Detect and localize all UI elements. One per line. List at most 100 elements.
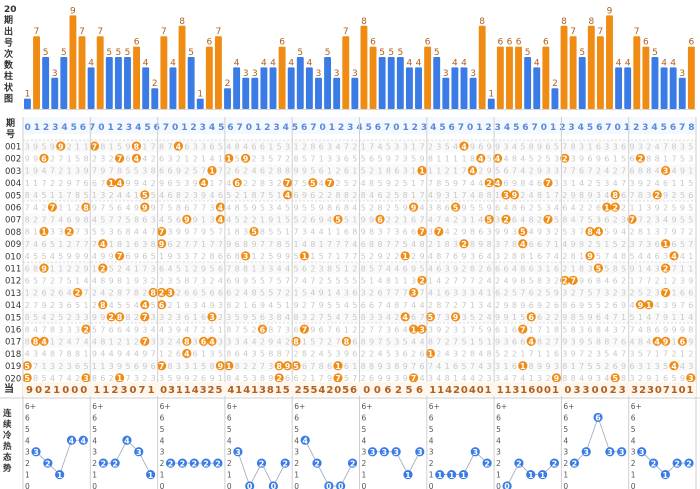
miss-digit: 5: [596, 252, 601, 261]
miss-digit: 9: [268, 338, 273, 347]
miss-digit: 9: [571, 350, 576, 359]
miss-digit: 7: [663, 350, 668, 359]
miss-digit: 9: [537, 362, 542, 371]
hit-marker: [333, 361, 343, 371]
hit-marker: [73, 287, 83, 298]
bar-label: 4: [661, 58, 667, 68]
miss-digit: 5: [243, 203, 248, 212]
miss-digit: 1: [613, 155, 618, 164]
hit-marker: [417, 275, 427, 285]
hit-marker: [325, 178, 335, 188]
miss-digit: 1: [470, 338, 475, 347]
miss-digit: 8: [571, 374, 576, 383]
hit-marker-digit: 7: [419, 228, 425, 237]
miss-digit: 4: [58, 216, 63, 225]
miss-digit: 9: [503, 228, 508, 237]
hit-marker-digit: 6: [680, 338, 686, 347]
miss-digit: 9: [327, 374, 332, 383]
miss-digit: 7: [335, 240, 340, 249]
hit-marker: [425, 312, 435, 322]
miss-digit: 3: [394, 228, 399, 237]
miss-digit: 1: [218, 155, 223, 164]
trend-y-tick: 0: [294, 482, 299, 489]
miss-digit: 8: [209, 252, 214, 261]
hit-marker-digit: 7: [629, 216, 635, 225]
trend-point-label: 2: [168, 459, 174, 468]
miss-digit: 4: [613, 179, 618, 188]
current-digit: 5: [215, 385, 222, 396]
period-digit: 1: [402, 123, 408, 133]
miss-digit: 4: [361, 179, 366, 188]
miss-digit: 7: [671, 264, 676, 273]
miss-digit: 9: [377, 362, 382, 371]
miss-digit: 3: [445, 191, 450, 200]
bar: [424, 46, 432, 109]
trend-y-tick: 2: [92, 459, 97, 468]
hit-marker: [56, 141, 66, 151]
miss-digit: 1: [403, 216, 408, 225]
miss-digit: 6: [117, 325, 122, 334]
period-digit: 5: [587, 123, 593, 133]
miss-digit: 4: [655, 167, 660, 176]
bar-label: 3: [352, 69, 358, 79]
miss-digit: 8: [369, 362, 374, 371]
hit-marker: [299, 324, 309, 334]
trend-point: [31, 447, 41, 457]
miss-digit: 7: [461, 179, 466, 188]
bar: [233, 67, 241, 109]
current-digit: 1: [687, 385, 694, 396]
miss-digit: 5: [512, 289, 517, 298]
hit-marker: [140, 300, 150, 310]
miss-digit: 6: [604, 216, 609, 225]
miss-digit: 5: [680, 191, 685, 200]
miss-digit: 7: [386, 228, 391, 237]
miss-digit: 3: [142, 325, 147, 334]
miss-digit: 5: [310, 338, 315, 347]
hit-marker: [661, 239, 671, 249]
trend-y-tick: 6: [160, 413, 165, 422]
miss-digit: 7: [167, 142, 172, 151]
miss-digit: 1: [75, 277, 80, 286]
miss-digit: 4: [92, 252, 97, 261]
miss-digit: 8: [75, 350, 80, 359]
miss-digit: 7: [512, 167, 517, 176]
current-digit: 0: [601, 385, 608, 396]
miss-digit: 5: [41, 374, 46, 383]
miss-digit: 6: [319, 167, 324, 176]
bar-label: 4: [143, 58, 149, 68]
miss-digit: 8: [125, 228, 130, 237]
miss-digit: 7: [58, 350, 63, 359]
miss-digit: 4: [478, 179, 483, 188]
miss-digit: 8: [268, 350, 273, 359]
miss-digit: 2: [335, 179, 340, 188]
miss-digit: 9: [369, 216, 374, 225]
miss-digit: 5: [596, 301, 601, 310]
miss-digit: 2: [25, 301, 30, 310]
miss-digit: 7: [386, 289, 391, 298]
miss-digit: 4: [369, 191, 374, 200]
miss-digit: 4: [335, 313, 340, 322]
miss-digit: 8: [571, 313, 576, 322]
miss-digit: 2: [67, 264, 72, 273]
miss-digit: 2: [193, 155, 198, 164]
miss-digit: 4: [428, 264, 433, 273]
miss-digit: 9: [361, 216, 366, 225]
trend-y-tick: 1: [160, 471, 165, 480]
miss-digit: 7: [218, 228, 223, 237]
hit-marker: [224, 361, 234, 371]
miss-digit: 8: [226, 301, 231, 310]
side-label-char: 次: [4, 48, 13, 60]
row-number: 013: [5, 289, 21, 299]
miss-digit: 5: [680, 155, 685, 164]
hit-marker-digit: 4: [218, 216, 224, 225]
miss-digit: 7: [100, 179, 105, 188]
hit-marker-digit: 8: [612, 191, 618, 200]
hit-marker: [39, 226, 49, 237]
miss-digit: 3: [587, 264, 592, 273]
miss-digit: 4: [352, 240, 357, 249]
hit-marker-digit: 3: [419, 325, 425, 334]
bar-label: 5: [125, 48, 131, 58]
miss-digit: 3: [327, 155, 332, 164]
miss-digit: 2: [453, 216, 458, 225]
miss-digit: 9: [125, 179, 130, 188]
